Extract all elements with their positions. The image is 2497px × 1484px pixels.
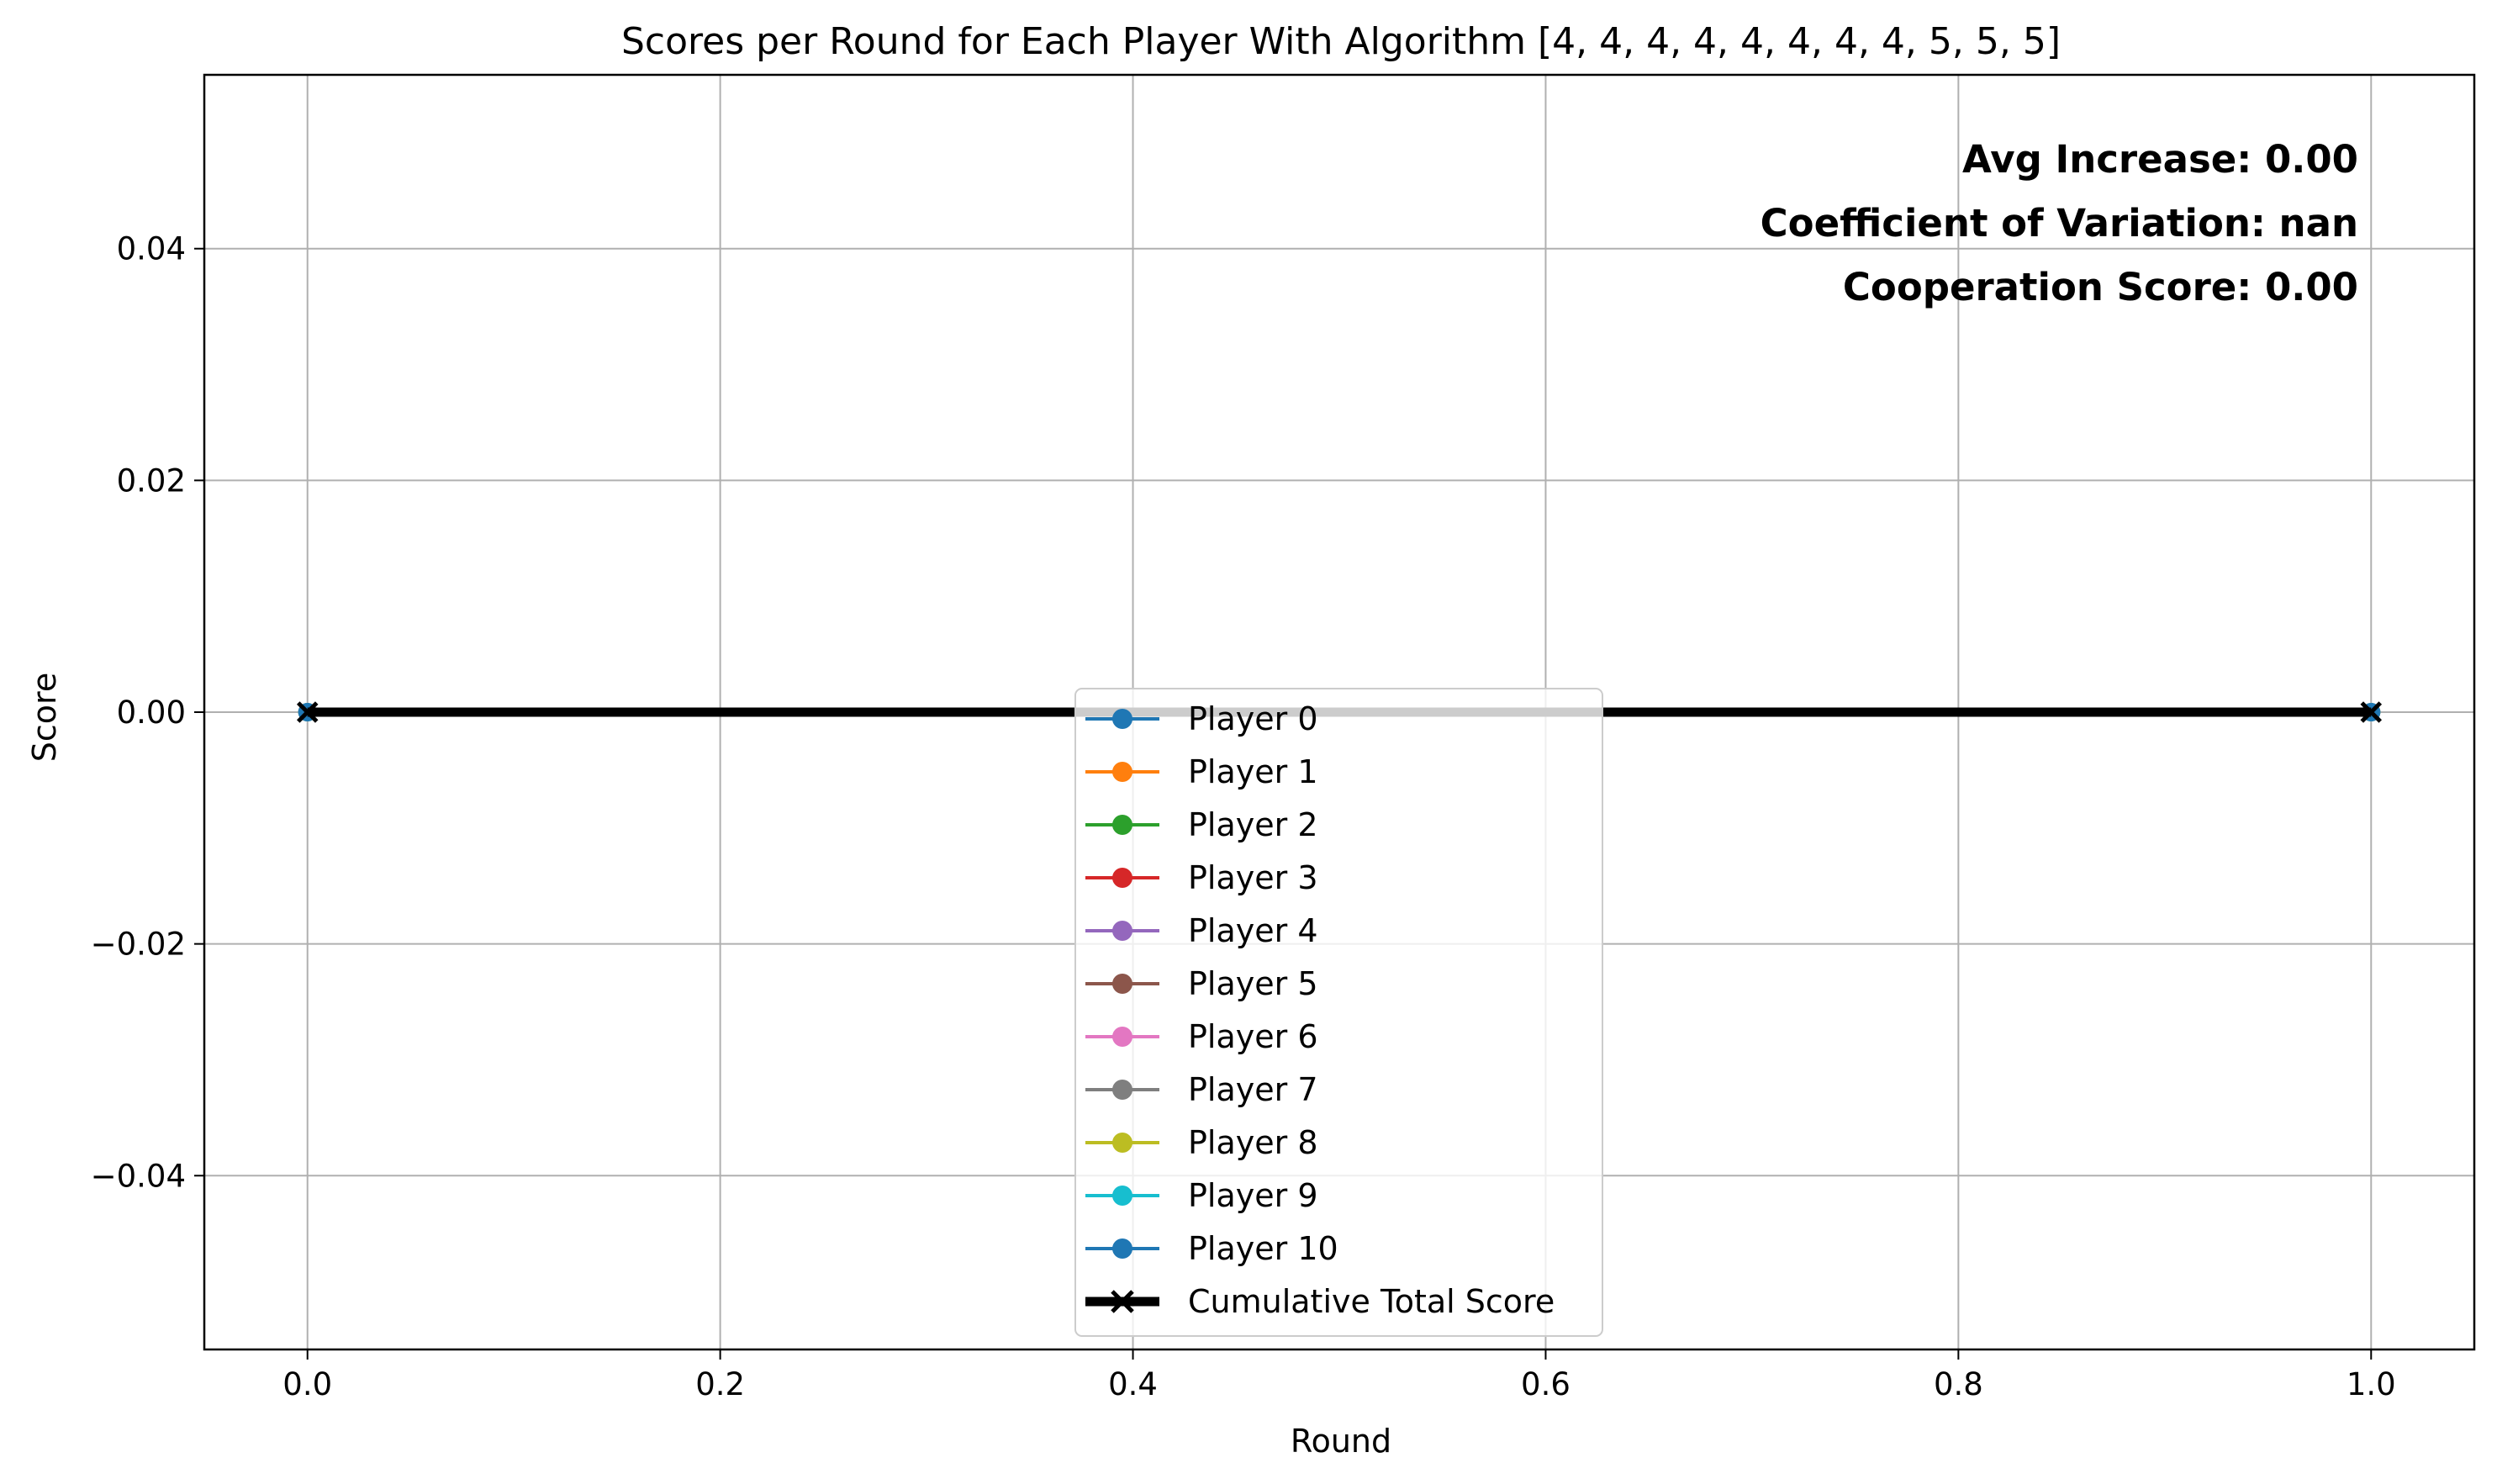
- legend-label: Player 0: [1188, 700, 1318, 737]
- chart-title: Scores per Round for Each Player With Al…: [621, 20, 2061, 63]
- x-tick-label: 0.2: [695, 1366, 745, 1402]
- legend-marker: [1112, 1080, 1132, 1100]
- legend-marker: [1112, 974, 1132, 994]
- x-tick-label: 0.4: [1108, 1366, 1158, 1402]
- legend-marker: [1112, 921, 1132, 941]
- legend-marker: [1112, 709, 1132, 729]
- legend-item[interactable]: Player 8: [1085, 1124, 1318, 1161]
- legend-item[interactable]: Player 6: [1085, 1018, 1318, 1055]
- legend-item[interactable]: Player 5: [1085, 965, 1318, 1002]
- legend-item[interactable]: Player 2: [1085, 806, 1318, 843]
- x-tick-label: 0.6: [1521, 1366, 1571, 1402]
- legend-marker: [1111, 1290, 1134, 1313]
- legend-label: Cumulative Total Score: [1188, 1283, 1555, 1320]
- legend-label: Player 1: [1188, 753, 1318, 790]
- axis-ticks: 0.0 0.2 0.4 0.6 0.8 1.0 −0.04 −0.02 0.00 0.02 0.04: [91, 231, 2396, 1402]
- legend-item[interactable]: Player 0: [1085, 700, 1318, 737]
- legend-label: Player 7: [1188, 1071, 1318, 1108]
- data-point: [296, 701, 319, 723]
- legend-label: Player 2: [1188, 806, 1318, 843]
- legend-item[interactable]: Player 4: [1085, 912, 1318, 949]
- data-point: [2360, 701, 2383, 723]
- legend-marker: [1112, 868, 1132, 888]
- legend-item[interactable]: Player 9: [1085, 1177, 1318, 1214]
- y-tick-label: 0.02: [117, 462, 186, 499]
- legend-marker: [1112, 815, 1132, 835]
- x-tick-label: 0.0: [282, 1366, 332, 1402]
- legend-label: Player 6: [1188, 1018, 1318, 1055]
- legend[interactable]: Player 0 Player 1 Player 2 Player 3 Player 4…: [1074, 688, 1603, 1337]
- legend-label: Player 10: [1188, 1230, 1338, 1267]
- legend-label: Player 8: [1188, 1124, 1318, 1161]
- y-tick-label: −0.02: [91, 927, 186, 963]
- legend-marker: [1112, 762, 1132, 782]
- legend-item[interactable]: Player 1: [1085, 753, 1318, 790]
- legend-marker: [1112, 1027, 1132, 1047]
- legend-marker: [1112, 1238, 1132, 1259]
- legend-marker: [1112, 1186, 1132, 1206]
- annotation-text: Coefficient of Variation: nan: [1761, 201, 2358, 246]
- annotation-text: Cooperation Score: 0.00: [1843, 265, 2358, 309]
- x-axis-label: Round: [1291, 1423, 1391, 1460]
- legend-item[interactable]: Player 3: [1085, 859, 1318, 896]
- y-tick-label: 0.04: [117, 231, 186, 267]
- annotations: Avg Increase: 0.00 Coefficient of Variati…: [1761, 137, 2358, 309]
- legend-label: Player 4: [1188, 912, 1318, 949]
- legend-marker: [1112, 1133, 1132, 1153]
- legend-item[interactable]: Player 10: [1085, 1230, 1338, 1267]
- legend-label: Player 3: [1188, 859, 1318, 896]
- y-tick-label: −0.04: [91, 1158, 186, 1194]
- legend-box: [1074, 688, 1603, 1337]
- legend-label: Player 5: [1188, 965, 1318, 1002]
- x-tick-label: 1.0: [2347, 1366, 2396, 1402]
- legend-label: Player 9: [1188, 1177, 1318, 1214]
- y-tick-label: 0.00: [117, 694, 186, 731]
- annotation-text: Avg Increase: 0.00: [1962, 137, 2358, 182]
- x-tick-label: 0.8: [1934, 1366, 1983, 1402]
- legend-item[interactable]: Cumulative Total Score: [1085, 1283, 1555, 1320]
- legend-item[interactable]: Player 7: [1085, 1071, 1318, 1108]
- y-axis-label: Score: [26, 673, 63, 762]
